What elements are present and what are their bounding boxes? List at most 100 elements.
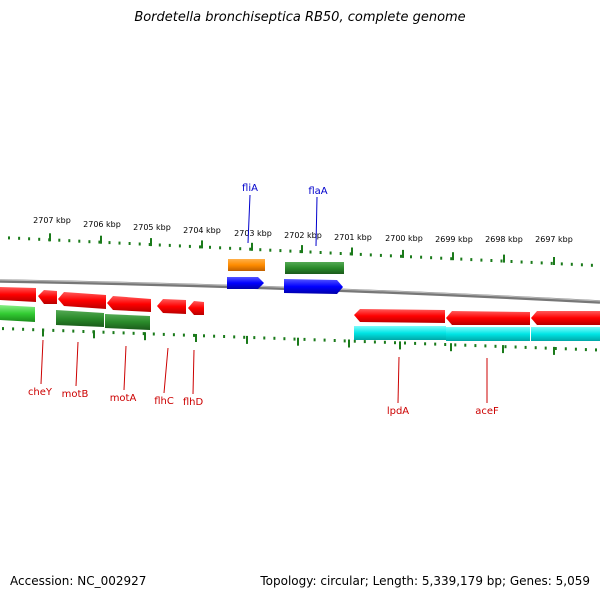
scale-tick-minor xyxy=(52,328,55,332)
scale-tick-minor xyxy=(62,329,65,333)
scale-tick-minor xyxy=(420,255,423,259)
feature-green-flaA[interactable] xyxy=(285,262,344,274)
cds-flhD[interactable] xyxy=(188,301,204,315)
cds-aceF[interactable] xyxy=(446,311,530,325)
scale-tick-minor xyxy=(118,241,121,245)
scale-tick-major xyxy=(503,254,505,263)
gene-fliA[interactable] xyxy=(227,277,264,289)
scale-tick-minor xyxy=(313,338,316,342)
scale-tick-major xyxy=(297,337,299,346)
cds-right[interactable] xyxy=(531,311,600,325)
map-title: Bordetella bronchiseptica RB50, complete… xyxy=(134,10,466,25)
scale-tick-minor xyxy=(520,260,523,264)
gene-flaA[interactable] xyxy=(284,279,343,294)
cds-motA[interactable] xyxy=(107,296,151,312)
scale-tick-minor xyxy=(279,249,282,253)
gene-leader-line xyxy=(40,339,44,385)
scale-tick-major xyxy=(553,257,555,265)
gene-right-cyan[interactable] xyxy=(531,327,600,341)
scale-tick-major xyxy=(452,252,454,261)
scale-tick-major xyxy=(42,328,44,337)
scale-tick-minor xyxy=(373,340,376,344)
cds-cheY[interactable] xyxy=(38,290,57,304)
scale-tick-major xyxy=(402,249,404,258)
scale-tick-minor xyxy=(524,345,527,349)
scale-tick-minor xyxy=(68,239,71,243)
gene-label-flhD[interactable]: flhD xyxy=(183,397,204,408)
scale-tick-major xyxy=(399,341,401,350)
gene-green-left[interactable] xyxy=(0,305,35,322)
gene-label-lpdA[interactable]: lpdA xyxy=(387,406,409,417)
scale-tick-minor xyxy=(28,237,31,241)
scale-tick-major xyxy=(251,242,253,251)
scale-tick-minor xyxy=(58,238,61,242)
cds-cheY-left[interactable] xyxy=(0,287,36,302)
scale-tick-minor xyxy=(168,243,171,247)
scale-tick-major xyxy=(246,335,248,344)
scale-tick-minor xyxy=(544,346,547,350)
gene-label-fliA[interactable]: fliA xyxy=(242,183,258,194)
scale-tick-minor xyxy=(32,328,35,332)
scale-tick-major xyxy=(351,247,353,256)
gene-label-flhC[interactable]: flhC xyxy=(154,396,174,407)
scale-tick-minor xyxy=(289,249,292,253)
scale-tick-minor xyxy=(178,244,181,248)
scale-tick-minor xyxy=(349,252,352,256)
scale-tick-minor xyxy=(440,256,443,260)
scale-tick-minor xyxy=(148,243,151,246)
scale-ticks-outer xyxy=(8,233,593,267)
feature-track-outer xyxy=(227,259,344,294)
scale-tick-minor xyxy=(410,255,412,259)
gene-lpdA-cyan[interactable] xyxy=(354,326,446,340)
gene-motB-green[interactable] xyxy=(56,310,104,327)
scale-tick-minor xyxy=(283,337,286,341)
cds-lpdA[interactable] xyxy=(354,309,445,323)
gene-leader-line xyxy=(123,345,127,391)
gene-label-aceF[interactable]: aceF xyxy=(475,406,499,417)
scale-label: 2697 kbp xyxy=(535,235,573,244)
cds-flhC[interactable] xyxy=(157,299,186,314)
scale-tick-minor xyxy=(369,253,372,257)
scale-tick-minor xyxy=(203,334,205,338)
gene-leader-line xyxy=(397,356,400,404)
scale-tick-minor xyxy=(424,342,427,346)
scale-tick-minor xyxy=(193,333,195,337)
scale-tick-minor xyxy=(333,339,336,342)
scale-tick-major xyxy=(450,343,452,352)
scale-tick-minor xyxy=(219,246,222,250)
scale-tick-minor xyxy=(108,241,111,245)
scale-tick-minor xyxy=(128,242,131,245)
gene-motA-green[interactable] xyxy=(105,314,150,330)
scale-tick-minor xyxy=(474,344,477,348)
scale-tick-minor xyxy=(299,250,302,254)
scale-tick-minor xyxy=(273,336,276,340)
gene-leader-line xyxy=(163,347,169,394)
gene-label-cheY[interactable]: cheY xyxy=(28,387,53,398)
gene-label-motB[interactable]: motB xyxy=(62,389,89,400)
gene-aceF-cyan[interactable] xyxy=(446,327,530,341)
scale-tick-minor xyxy=(504,345,507,349)
scale-label: 2707 kbp xyxy=(33,216,71,225)
feature-orange[interactable] xyxy=(228,259,265,271)
gene-label-motA[interactable]: motA xyxy=(110,393,137,404)
cds-motB[interactable] xyxy=(58,292,106,309)
gene-label-flaA[interactable]: flaA xyxy=(308,186,327,197)
scale-labels: 2707 kbp 2706 kbp 2705 kbp 2704 kbp 2703 kbp… xyxy=(33,216,573,244)
scale-tick-minor xyxy=(233,335,236,339)
scale-tick-minor xyxy=(263,336,266,340)
scale-tick-minor xyxy=(574,347,577,351)
scale-tick-minor xyxy=(500,259,503,263)
scale-tick-minor xyxy=(138,242,141,246)
scale-tick-minor xyxy=(269,248,272,252)
scale-tick-minor xyxy=(554,347,557,350)
scale-tick-minor xyxy=(480,258,483,262)
scale-tick-minor xyxy=(78,239,81,243)
scale-tick-minor xyxy=(229,246,232,250)
scale-tick-minor xyxy=(172,333,175,337)
scale-tick-minor xyxy=(309,250,312,254)
scale-label: 2702 kbp xyxy=(284,231,322,240)
genome-stats: Topology: circular; Length: 5,339,179 bp… xyxy=(260,574,590,588)
scale-tick-minor xyxy=(444,343,447,346)
feature-track-inner xyxy=(0,287,600,341)
